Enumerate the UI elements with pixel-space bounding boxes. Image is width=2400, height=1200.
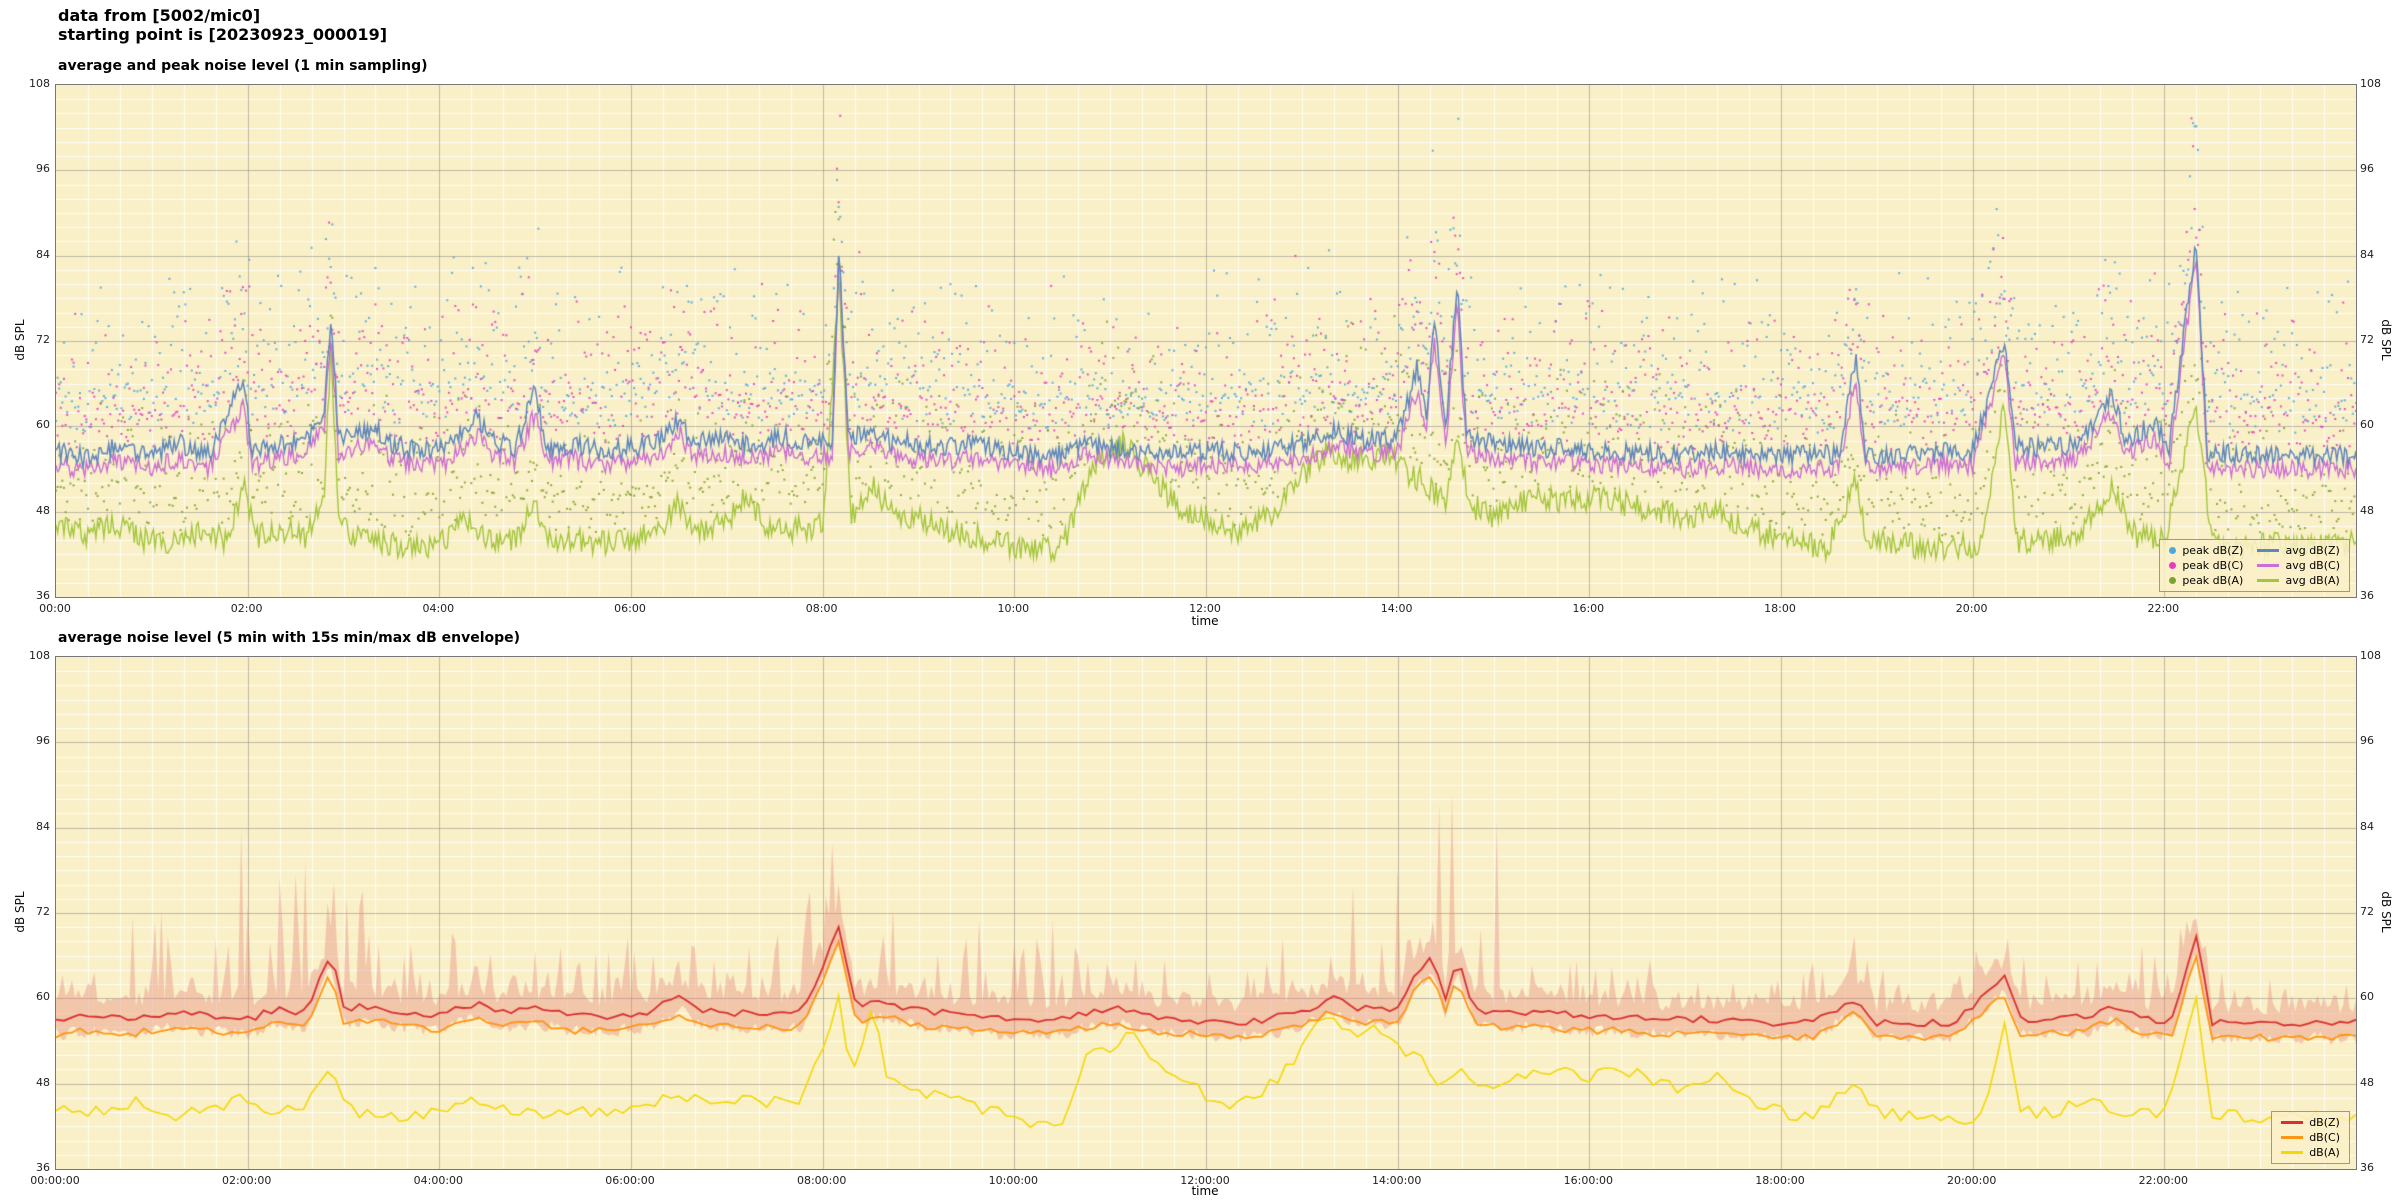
- y-tick-label: 48: [36, 503, 50, 517]
- legend-dot-marker: [2169, 562, 2177, 569]
- y-tick-label: 96: [36, 734, 50, 748]
- x-tick-label: 16:00:00: [1563, 1174, 1614, 1187]
- y-tick-label: 108: [2360, 649, 2381, 662]
- x-tick-label: 12:00:00: [1180, 1174, 1230, 1187]
- x-tick-label: 06:00:00: [605, 1174, 655, 1187]
- y-tick-label: 108: [2360, 77, 2381, 90]
- legend-item: peak dB(A): [2169, 574, 2243, 587]
- y-tick-label: 72: [2360, 333, 2374, 346]
- y-tick-label: 36: [2360, 1161, 2374, 1174]
- x-tick-label: 02:00: [230, 602, 263, 615]
- y-tick-label: 36: [36, 589, 50, 602]
- y-tick-label: 96: [36, 162, 50, 176]
- y-tick-label: 108: [29, 649, 50, 662]
- x-tick-label: 20:00: [1955, 602, 1988, 615]
- legend-bottom: dB(Z) dB(C) dB(A): [2271, 1111, 2350, 1164]
- x-tick-label: 00:00: [39, 602, 71, 615]
- y-tick-label: 72: [36, 905, 50, 918]
- x-tick-label: 18:00: [1764, 602, 1796, 615]
- x-tick-label: 08:00:00: [796, 1174, 847, 1187]
- plot-area-top: peak dB(Z) peak dB(C) peak dB(A) avg dB(Z) a…: [55, 84, 2357, 598]
- y-tick-label: 60: [36, 418, 50, 432]
- legend-label: dB(A): [2309, 1146, 2340, 1159]
- legend-item: dB(C): [2281, 1131, 2340, 1144]
- chart-canvas-top: [56, 85, 2356, 597]
- legend-item: avg dB(C): [2257, 559, 2340, 572]
- y-tick-label: 48: [2360, 503, 2374, 517]
- y-tick-label: 84: [2360, 247, 2374, 261]
- y-tick-label: 108: [29, 77, 50, 90]
- x-tick-label: 06:00: [614, 602, 646, 615]
- legend-top: peak dB(Z) peak dB(C) peak dB(A) avg dB(Z) a…: [2159, 539, 2350, 592]
- legend-label: dB(C): [2309, 1131, 2340, 1144]
- legend-dot-marker: [2169, 547, 2177, 554]
- x-tick-label: 04:00: [422, 602, 455, 615]
- legend-line-marker: [2257, 549, 2280, 552]
- y-tick-label: 84: [36, 819, 50, 833]
- y-tick-label: 36: [36, 1161, 50, 1174]
- x-tick-label: 20:00:00: [1946, 1174, 1997, 1187]
- x-tick-label: 02:00:00: [221, 1174, 272, 1187]
- x-tick-label: 04:00:00: [413, 1174, 464, 1187]
- legend-item: peak dB(C): [2169, 559, 2243, 572]
- legend-column: avg dB(Z) avg dB(C) avg dB(A): [2257, 544, 2340, 587]
- y-tick-label: 60: [36, 990, 50, 1004]
- legend-label: avg dB(A): [2285, 574, 2340, 587]
- legend-line-marker: [2257, 579, 2280, 582]
- y-tick-label: 60: [2360, 418, 2374, 432]
- legend-label: peak dB(Z): [2182, 544, 2244, 557]
- legend-item: avg dB(Z): [2257, 544, 2340, 557]
- y-tick-label: 72: [36, 333, 50, 346]
- y-tick-label: 84: [2360, 819, 2374, 833]
- header-line-2: starting point is [20230923_000019]: [58, 25, 388, 44]
- legend-column: dB(Z) dB(C) dB(A): [2281, 1116, 2340, 1159]
- legend-label: avg dB(C): [2285, 559, 2340, 572]
- y-tick-label: 72: [2360, 905, 2374, 918]
- legend-item: dB(A): [2281, 1146, 2340, 1159]
- y-tick-label: 96: [2360, 734, 2374, 748]
- legend-line-marker: [2281, 1121, 2304, 1124]
- legend-dot-marker: [2169, 577, 2177, 584]
- y-tick-label: 36: [2360, 589, 2374, 602]
- legend-label: avg dB(Z): [2285, 544, 2340, 557]
- plot-area-bottom: dB(Z) dB(C) dB(A): [55, 656, 2357, 1170]
- y-tick-label: 84: [36, 247, 50, 261]
- x-tick-label: 14:00:00: [1371, 1174, 1422, 1187]
- y-tick-label: 48: [2360, 1075, 2374, 1089]
- x-tick-label: 08:00: [805, 602, 838, 615]
- x-tick-label: 10:00:00: [988, 1174, 1039, 1187]
- x-tick-label: 22:00: [2147, 602, 2180, 615]
- legend-item: dB(Z): [2281, 1116, 2340, 1129]
- legend-label: peak dB(A): [2182, 574, 2244, 587]
- legend-item: avg dB(A): [2257, 574, 2340, 587]
- legend-label: peak dB(C): [2182, 559, 2244, 572]
- x-axis-label-top: time: [1191, 614, 1219, 628]
- x-tick-label: 00:00:00: [30, 1174, 80, 1187]
- legend-line-marker: [2257, 564, 2280, 567]
- y-tick-label: 48: [36, 1075, 50, 1089]
- chart-canvas-bottom: [56, 657, 2356, 1169]
- legend-label: dB(Z): [2309, 1116, 2340, 1129]
- x-tick-label: 18:00:00: [1755, 1174, 1805, 1187]
- x-axis-label-bottom: time: [1191, 1184, 1219, 1198]
- legend-line-marker: [2281, 1151, 2304, 1154]
- legend-column: peak dB(Z) peak dB(C) peak dB(A): [2169, 544, 2243, 587]
- x-tick-label: 10:00: [997, 602, 1030, 615]
- y-tick-label: 96: [2360, 162, 2374, 176]
- header-line-1: data from [5002/mic0]: [58, 6, 261, 25]
- x-tick-label: 14:00: [1380, 602, 1413, 615]
- chart-title-top: average and peak noise level (1 min samp…: [58, 58, 428, 74]
- legend-line-marker: [2281, 1136, 2304, 1139]
- chart-title-bottom: average noise level (5 min with 15s min/…: [58, 630, 521, 646]
- x-tick-label: 16:00: [1572, 602, 1605, 615]
- y-tick-label: 60: [2360, 990, 2374, 1004]
- legend-item: peak dB(Z): [2169, 544, 2243, 557]
- x-tick-label: 12:00: [1189, 602, 1221, 615]
- x-tick-label: 22:00:00: [2138, 1174, 2189, 1187]
